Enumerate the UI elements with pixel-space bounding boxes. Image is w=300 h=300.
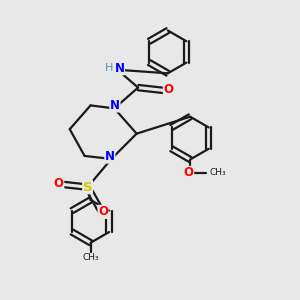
Text: CH₃: CH₃ xyxy=(82,253,99,262)
Text: O: O xyxy=(164,83,173,97)
Text: S: S xyxy=(83,181,92,194)
Text: N: N xyxy=(110,99,120,112)
Text: H: H xyxy=(105,63,113,73)
Text: CH₃: CH₃ xyxy=(209,168,226,177)
Text: O: O xyxy=(54,177,64,190)
Text: N: N xyxy=(114,62,124,75)
Text: N: N xyxy=(105,150,115,163)
Text: O: O xyxy=(98,205,108,218)
Text: O: O xyxy=(184,167,194,179)
